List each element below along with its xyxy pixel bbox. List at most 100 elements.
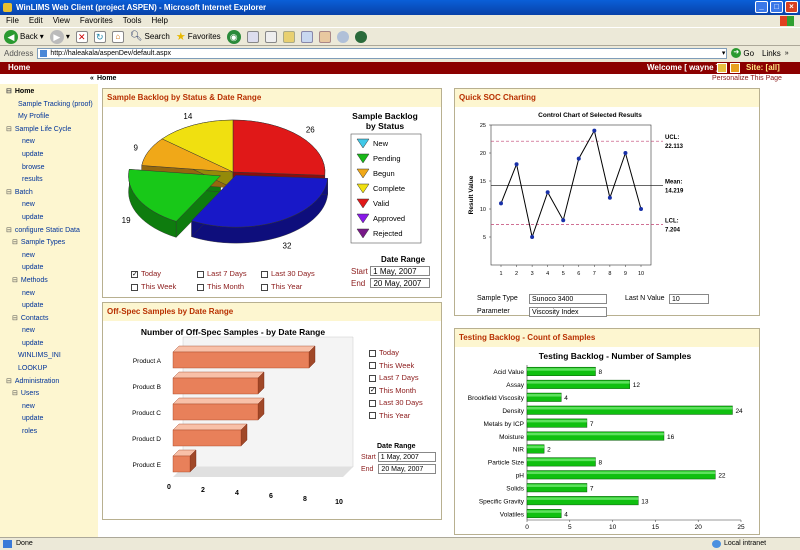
pie-slice-approved[interactable] <box>191 174 328 228</box>
collapse-icon[interactable]: ⊟ <box>6 226 12 234</box>
favorites-button[interactable]: ★ Favorites <box>176 30 221 43</box>
lastn-input[interactable]: 10 <box>669 294 709 304</box>
collapse-icon[interactable]: ⊟ <box>12 276 18 284</box>
sidebar-item-update[interactable]: update <box>0 262 98 275</box>
end-date-input[interactable]: 20 May, 2007 <box>370 278 431 288</box>
end-date-input[interactable]: 20 May, 2007 <box>378 464 437 474</box>
parameter-input[interactable]: Viscosity Index <box>529 307 607 317</box>
menu-view[interactable]: View <box>52 16 70 25</box>
sidebar-item-contacts[interactable]: ⊟ Contacts <box>0 313 98 326</box>
menu-favorites[interactable]: Favorites <box>79 16 113 25</box>
menu-edit[interactable]: Edit <box>28 16 43 25</box>
bar[interactable] <box>172 377 259 395</box>
minimize-button[interactable]: _ <box>755 1 768 13</box>
mail-icon[interactable] <box>246 30 259 43</box>
search-button[interactable]: 🔍︎ Search <box>130 31 170 42</box>
sidebar-item-new[interactable]: new <box>0 136 98 149</box>
offspec-filter-last7[interactable]: Last 7 Days <box>369 372 443 385</box>
collapse-icon[interactable]: ⊟ <box>12 314 18 322</box>
bar[interactable] <box>172 351 310 369</box>
sidebar-item-sample-life-cycle[interactable]: ⊟ Sample Life Cycle <box>0 124 98 137</box>
bar[interactable] <box>526 470 716 480</box>
bar[interactable] <box>526 405 733 415</box>
offspec-filter-today[interactable]: Today <box>369 347 443 360</box>
research-icon[interactable] <box>318 30 331 43</box>
menu-tools[interactable]: Tools <box>122 16 142 25</box>
close-button[interactable]: × <box>785 1 798 13</box>
stop-icon[interactable]: ✕ <box>75 30 88 43</box>
sidebar-item-update[interactable]: update <box>0 300 98 313</box>
filter-today[interactable]: ✓ Today <box>131 269 161 278</box>
start-date-input[interactable]: 1 May, 2007 <box>370 266 431 276</box>
sidebar-item-update[interactable]: update <box>0 413 98 426</box>
logout-icon[interactable] <box>730 63 740 73</box>
bar[interactable] <box>526 366 596 376</box>
site-selector[interactable]: Site: [all] <box>746 63 780 72</box>
go-button[interactable]: ➜ Go <box>731 48 754 58</box>
checkbox-icon[interactable] <box>261 283 268 291</box>
bar[interactable] <box>526 392 562 402</box>
sidebar-item-new[interactable]: new <box>0 401 98 414</box>
offspec-filter-week[interactable]: This Week <box>369 360 443 373</box>
start-date-input[interactable]: 1 May, 2007 <box>377 452 436 462</box>
forward-button[interactable]: ▶ ▾ <box>49 29 70 44</box>
bar[interactable] <box>526 379 630 389</box>
pie-slice-new[interactable] <box>128 169 222 222</box>
bar[interactable] <box>526 418 588 428</box>
sidebar-item-batch[interactable]: ⊟ Batch <box>0 187 98 200</box>
bar[interactable] <box>526 483 588 493</box>
filter-last7[interactable]: Last 7 Days <box>197 269 247 278</box>
sidebar-item-administration[interactable]: ⊟ Administration <box>0 376 98 389</box>
sidebar-item-configure-static-data[interactable]: ⊟ configure Static Data <box>0 225 98 238</box>
sidebar-item-methods[interactable]: ⊟ Methods <box>0 275 98 288</box>
checkbox-icon[interactable] <box>369 374 376 382</box>
bar[interactable] <box>526 431 665 441</box>
bar[interactable] <box>172 455 191 473</box>
sidebar-item-users[interactable]: ⊟ Users <box>0 388 98 401</box>
back-button[interactable]: ◀ Back ▾ <box>4 29 44 44</box>
folder-icon[interactable] <box>282 30 295 43</box>
app-home-link[interactable]: Home <box>8 63 31 72</box>
bar[interactable] <box>172 403 259 421</box>
sidebar-item-lookup[interactable]: LOOKUP <box>0 363 98 376</box>
checkbox-checked-icon[interactable]: ✓ <box>369 387 376 395</box>
sidebar-item-new[interactable]: new <box>0 288 98 301</box>
sample-type-input[interactable]: Sunoco 3400 <box>529 294 607 304</box>
chevron-right-icon[interactable]: » <box>784 49 789 57</box>
refresh-icon[interactable]: ↻ <box>93 30 106 43</box>
sidebar-item-new[interactable]: new <box>0 325 98 338</box>
home-icon[interactable]: ⌂ <box>111 30 124 43</box>
offspec-filter-month[interactable]: ✓ This Month <box>369 385 443 398</box>
bar[interactable] <box>172 429 242 447</box>
sidebar-item-winlims-ini[interactable]: WINLIMS_INI <box>0 350 98 363</box>
filter-month[interactable]: This Month <box>197 282 244 291</box>
sidebar-item-home[interactable]: ⊟ Home <box>0 86 98 99</box>
print-icon[interactable] <box>264 30 277 43</box>
collapse-icon[interactable]: ⊟ <box>6 188 12 196</box>
checkbox-icon[interactable] <box>369 399 376 407</box>
offspec-filter-last30[interactable]: Last 30 Days <box>369 397 443 410</box>
offspec-filter-year[interactable]: This Year <box>369 410 443 423</box>
collapse-icon[interactable]: ⊟ <box>12 390 18 398</box>
media-icon[interactable]: ◉ <box>226 29 241 44</box>
filter-week[interactable]: This Week <box>131 282 176 291</box>
collapse-sidebar-icon[interactable]: « <box>90 75 94 82</box>
sidebar-item-update[interactable]: update <box>0 149 98 162</box>
sidebar-item-new[interactable]: new <box>0 199 98 212</box>
sidebar-item-sample-tracking-proof-[interactable]: Sample Tracking (proof) <box>0 99 98 112</box>
breadcrumb-home[interactable]: Home <box>97 75 117 82</box>
bar[interactable] <box>526 509 562 519</box>
edit-icon[interactable] <box>300 30 313 43</box>
pie-slice-valid[interactable] <box>232 119 326 176</box>
menu-file[interactable]: File <box>6 16 19 25</box>
checkbox-icon[interactable] <box>369 362 376 370</box>
collapse-icon[interactable]: ⊟ <box>6 125 12 133</box>
checkbox-icon[interactable] <box>261 270 268 278</box>
collapse-icon[interactable]: ⊟ <box>6 377 12 385</box>
checkbox-checked-icon[interactable]: ✓ <box>131 270 138 278</box>
sidebar-item-my-profile[interactable]: My Profile <box>0 111 98 124</box>
help-icon[interactable] <box>717 63 727 73</box>
checkbox-icon[interactable] <box>369 349 376 357</box>
bar[interactable] <box>526 496 639 506</box>
sidebar-item-new[interactable]: new <box>0 250 98 263</box>
